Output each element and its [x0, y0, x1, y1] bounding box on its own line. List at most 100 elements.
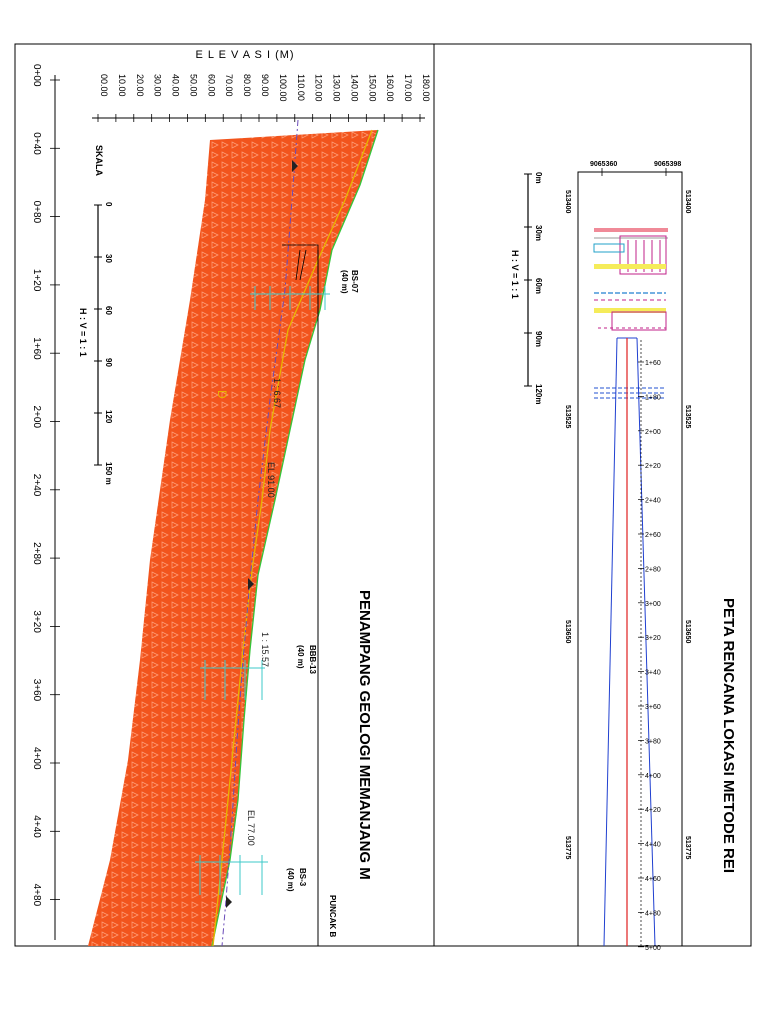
slope-label-1: 1 : 6.67: [272, 378, 282, 408]
plan-structures: [593, 228, 668, 399]
scale-ratio: H : V = 1 : 1: [78, 308, 88, 357]
elevation-tick-label: 160.00: [385, 74, 395, 102]
plan-alignment-edge-right: [636, 337, 656, 947]
plan-scale-tick-label: 30m: [534, 225, 543, 241]
station-tick-label: 2+00: [31, 406, 42, 429]
elevation-ticks: 00.00 10.00 20.00 30.00 40.00 50.00 60.00 70.00…: [97, 74, 431, 122]
station-tick-label: 0+80: [31, 201, 42, 224]
plan-station-label: 2+60: [645, 532, 661, 539]
elevation-tick-label: 50.00: [188, 74, 198, 97]
borehole-bs07: BS-07 (40 m): [250, 244, 359, 310]
plan-station-label: 4+80: [645, 910, 661, 917]
scale-title: SKALA: [94, 145, 104, 176]
elevation-tick-label: 120.00: [314, 74, 324, 102]
sheet-frame: [14, 43, 752, 947]
station-tick-label: 2+80: [31, 542, 42, 565]
plan-station-label: 3+20: [645, 635, 661, 642]
borehole-bs3-name: BS-3: [298, 868, 307, 887]
borehole-bs07-name: BS-07: [350, 270, 359, 293]
scale-ticks: 0 30 60 90 120 150 m: [94, 202, 113, 485]
section-title: PENAMPANG GEOLOGI MEMANJANG M: [356, 590, 373, 880]
elevation-tick-label: 130.00: [332, 74, 342, 102]
station-tick-label: 0+00: [31, 64, 42, 87]
station-tick-label: 4+40: [31, 815, 42, 838]
plan-station-label: 3+60: [645, 704, 661, 711]
station-tick-label: 2+40: [31, 474, 42, 497]
scale-tick-label: 60: [104, 306, 113, 315]
elevation-tick-label: 70.00: [224, 74, 234, 97]
marker-d: D: [215, 390, 229, 399]
design-grade-line: [212, 129, 373, 947]
coord-side-right: 513525: [684, 405, 691, 428]
location-plan-panel: PETA RENCANA LOKASI METODE REI 0m 30m 60m 9…: [510, 161, 737, 952]
plan-map-frame: [577, 171, 683, 947]
plan-station-label: 2+00: [645, 429, 661, 436]
borehole-bs3: BS-3 (40 m): [195, 855, 307, 895]
elevation-tick-label: 20.00: [135, 74, 145, 97]
coord-top-2: 9065398: [654, 161, 681, 168]
centerline-marker-3: [226, 896, 232, 908]
station-tick-label: 3+60: [31, 679, 42, 702]
puncak-label: PUNCAK B: [328, 895, 337, 937]
plan-station-label: 4+60: [645, 876, 661, 883]
plan-scale-ratio: H : V = 1 : 1: [510, 250, 520, 299]
borehole-bbb13-depth: (40 m): [296, 645, 305, 669]
elevation-tick-label: 170.00: [403, 74, 413, 102]
elevation-axis-label: E L E V A S I (M): [195, 49, 294, 61]
plan-station-label: 4+40: [645, 842, 661, 849]
plan-station-label: 2+80: [645, 566, 661, 573]
elevation-tick-label: 30.00: [153, 74, 163, 97]
centerline-marker-1: [292, 160, 298, 172]
elevation-label-2: EL 77.00: [246, 810, 256, 846]
borehole-bs3-depth: (40 m): [286, 868, 295, 892]
plan-station-labels: 1+60 1+80 2+00 2+20 2+40 2+60 2+80 3+00 3+20 3+40…: [638, 360, 661, 952]
plan-station-label: 3+40: [645, 670, 661, 677]
elevation-tick-label: 180.00: [421, 74, 431, 102]
plan-station-label: 5+00: [645, 945, 661, 952]
station-tick-label: 4+80: [31, 884, 42, 907]
elevation-tick-label: 10.00: [117, 74, 127, 97]
plan-station-label: 3+00: [645, 601, 661, 608]
station-ticks: 0+00 0+40 0+80 1+20 1+60 2+00 2+40 2+80 3+20 3+60…: [31, 64, 60, 907]
plan-station-label: 1+80: [645, 394, 661, 401]
plan-station-label: 2+20: [645, 463, 661, 470]
coord-top-1: 9065360: [590, 161, 617, 168]
centerline-marker-2: [248, 578, 254, 590]
ground-surface-line: [211, 129, 379, 947]
scale-tick-label: 90: [104, 358, 113, 367]
borehole-bbb13-name: BBB-13: [308, 645, 317, 674]
elevation-tick-label: 140.00: [349, 74, 359, 102]
elevation-tick-label: 90.00: [260, 74, 270, 97]
coord-side-left: 513775: [564, 836, 571, 859]
plan-station-label: 4+20: [645, 807, 661, 814]
plan-scale-ticks: 0m 30m 60m 90m 120m: [524, 172, 543, 404]
plan-station-label: 4+00: [645, 773, 661, 780]
station-tick-label: 1+60: [31, 337, 42, 360]
plan-station-label: 2+40: [645, 498, 661, 505]
geology-section-panel: E L E V A S I (M) 00.00 10.00 20.00 30.00 40…: [31, 49, 431, 947]
elevation-tick-label: 40.00: [171, 74, 181, 97]
station-tick-label: 4+00: [31, 747, 42, 770]
plan-scale-tick-label: 60m: [534, 278, 543, 294]
scale-tick-label: 0: [104, 202, 113, 207]
station-tick-label: 0+40: [31, 132, 42, 155]
rock-body: [88, 130, 378, 946]
plan-title: PETA RENCANA LOKASI METODE REI: [720, 598, 737, 873]
plan-station-label: 1+60: [645, 360, 661, 367]
coord-side-left: 513525: [564, 405, 571, 428]
plan-station-label: 3+80: [645, 738, 661, 745]
coord-side-labels: 513400 513400 513525 513525 513650 513650 5137…: [564, 190, 691, 859]
coord-side-right: 513400: [684, 190, 691, 213]
scale-tick-label: 30: [104, 254, 113, 263]
borehole-bbb13: BBB-13 (40 m): [200, 645, 317, 700]
elevation-tick-label: 100.00: [278, 74, 288, 102]
coord-side-right: 513650: [684, 620, 691, 643]
elevation-tick-label: 60.00: [206, 74, 216, 97]
plan-alignment-edge-left: [603, 337, 618, 947]
elevation-tick-label: 00.00: [99, 74, 109, 97]
station-tick-label: 3+20: [31, 610, 42, 633]
coord-side-left: 513650: [564, 620, 571, 643]
plan-scale-tick-label: 120m: [534, 384, 543, 404]
elevation-label-1: EL 91.00: [266, 462, 276, 498]
